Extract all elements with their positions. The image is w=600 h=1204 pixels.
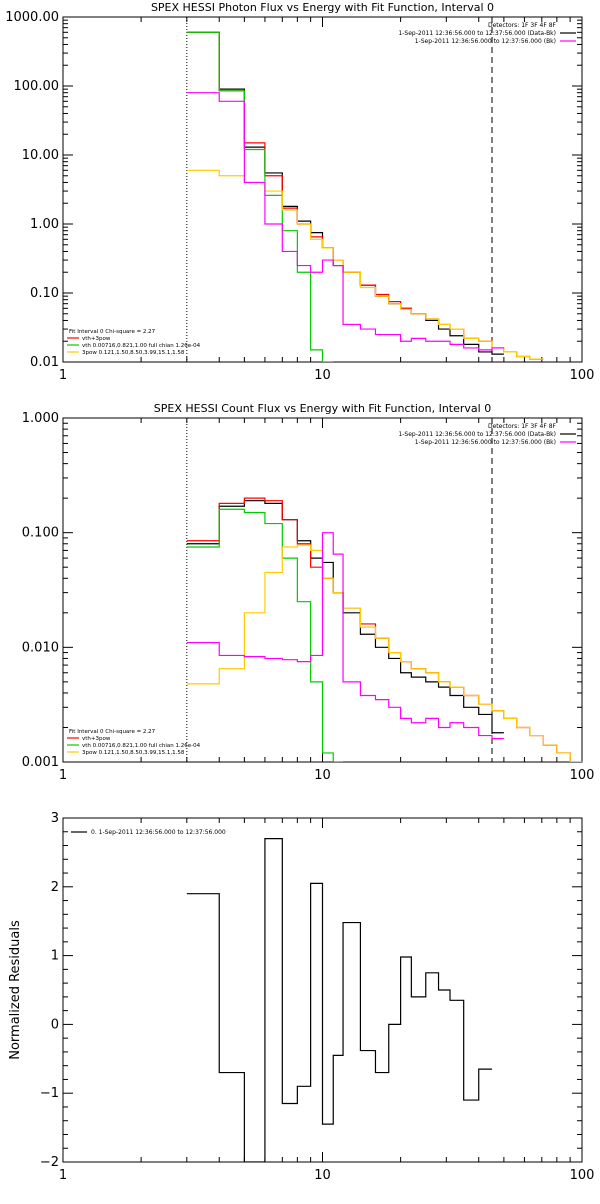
legend-entry: 0. 1-Sep-2011 12:36:56.000 to 12:37:56.0… — [91, 829, 226, 836]
chart-title: SPEX HESSI Photon Flux vs Energy with Fi… — [151, 1, 494, 14]
chart-panel-2: SPEX HESSI Count Flux vs Energy with Fit… — [22, 402, 595, 783]
y-tick-label: 0.001 — [22, 755, 59, 770]
legend-entry: 3pow 0.121,1.50,8.50,3.99,15.1,1.58 — [82, 750, 185, 756]
y-tick-label: 1.000 — [22, 411, 59, 426]
legend-entry: Fit Interval 0 Chi-square = 2.27 — [69, 729, 156, 735]
y-tick-label: 1 — [51, 949, 59, 964]
y-tick-label: 0.100 — [22, 526, 59, 541]
legend-entry: vth+3pow — [82, 736, 111, 742]
legend-entry: Detectors: 1F 3F 4F 8F — [488, 22, 557, 29]
y-tick-label: 2 — [51, 880, 59, 895]
x-tick-label: 10 — [314, 368, 331, 383]
series-line-5 — [186, 92, 504, 351]
series-line-4 — [186, 169, 544, 360]
chart-panel-1: SPEX HESSI Photon Flux vs Energy with Fi… — [5, 1, 594, 383]
series-line-2 — [186, 31, 544, 360]
x-tick-label: 100 — [570, 768, 595, 783]
series-line-1 — [186, 31, 504, 355]
legend-entry: vth+3pow — [82, 336, 111, 342]
y-axis-label: Normalized Residuals — [8, 920, 23, 1060]
legend-entry: Fit Interval 0 Chi-square = 2.27 — [69, 329, 156, 335]
legend-entry: 3pow 0.121,1.50,8.50,3.99,15.1,1.58 — [82, 350, 185, 356]
y-tick-label: 0.010 — [22, 640, 59, 655]
series-line-3 — [186, 31, 334, 362]
legend-entry: 1-Sep-2011 12:36:56.000 to 12:37:56.000 … — [398, 30, 556, 37]
y-tick-label: −2 — [40, 1155, 59, 1170]
series-line-5 — [186, 532, 504, 740]
y-tick-label: 0.10 — [30, 286, 59, 301]
y-tick-label: 1.00 — [30, 217, 59, 232]
y-tick-label: 0 — [51, 1017, 59, 1032]
y-tick-label: 0.01 — [30, 355, 59, 370]
y-tick-label: −1 — [40, 1086, 59, 1101]
x-tick-label: 100 — [570, 368, 595, 383]
y-tick-label: 1000.00 — [5, 10, 59, 25]
x-tick-label: 100 — [570, 1168, 595, 1183]
legend-entry: 1-Sep-2011 12:36:56.000 to 12:37:56.000 … — [415, 38, 556, 45]
series-line-1 — [186, 838, 493, 1162]
x-tick-label: 1 — [59, 1168, 67, 1183]
legend-entry: vth 0.00716,0.821,1.00 full chian 1.26e-… — [82, 343, 201, 349]
series-line-4 — [186, 544, 582, 762]
chart-title: SPEX HESSI Count Flux vs Energy with Fit… — [154, 402, 491, 415]
y-tick-label: 10.00 — [22, 148, 59, 163]
x-tick-label: 1 — [59, 768, 67, 783]
legend-entry: Detectors: 1F 3F 4F 8F — [488, 423, 557, 430]
legend-entry: 1-Sep-2011 12:36:56.000 to 12:37:56.000 … — [398, 431, 556, 438]
plot-frame — [62, 16, 583, 363]
series-line-3 — [186, 508, 344, 762]
x-tick-label: 1 — [59, 368, 67, 383]
legend-entry: 1-Sep-2011 12:36:56.000 to 12:37:56.000 … — [415, 439, 556, 446]
legend-entry: vth 0.00716,0.821,1.00 full chian 1.26e-… — [82, 743, 201, 749]
series-line-1 — [186, 500, 504, 734]
series-line-2 — [186, 497, 582, 762]
y-tick-label: 3 — [51, 811, 59, 826]
y-tick-label: 100.00 — [14, 79, 60, 94]
x-tick-label: 10 — [314, 1168, 331, 1183]
x-tick-label: 10 — [314, 768, 331, 783]
